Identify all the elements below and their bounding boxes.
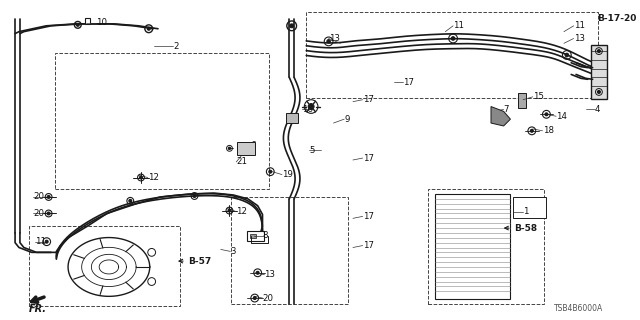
Text: 19: 19 (282, 170, 293, 179)
Bar (84, 18, 90, 24)
Text: 13: 13 (573, 34, 584, 43)
Circle shape (327, 40, 330, 43)
Text: 21: 21 (236, 157, 247, 166)
Bar (237, 141, 255, 155)
Text: 3: 3 (230, 247, 236, 256)
Circle shape (47, 212, 50, 215)
Bar (591, 45, 607, 99)
Bar (29, 226, 180, 306)
Text: 11: 11 (573, 21, 584, 30)
Text: B-58: B-58 (505, 224, 538, 233)
Bar (250, 234, 256, 238)
Text: FR.: FR. (29, 304, 47, 314)
Bar (247, 231, 264, 241)
Text: 11: 11 (35, 237, 46, 246)
Circle shape (565, 53, 568, 57)
Circle shape (47, 196, 50, 198)
Text: 6: 6 (251, 141, 257, 150)
Text: 16: 16 (302, 105, 314, 114)
Circle shape (253, 297, 256, 300)
Text: B-57: B-57 (179, 257, 212, 266)
Circle shape (147, 27, 150, 30)
Text: 15: 15 (532, 92, 544, 101)
Text: 18: 18 (543, 126, 554, 135)
Circle shape (256, 271, 259, 274)
Text: 8: 8 (262, 231, 268, 240)
Text: 5: 5 (309, 146, 315, 155)
Text: 13: 13 (264, 270, 275, 279)
Bar (513, 197, 547, 218)
Bar (56, 53, 269, 189)
Text: 13: 13 (328, 34, 340, 43)
Circle shape (228, 209, 231, 212)
Circle shape (193, 195, 196, 197)
Text: 9: 9 (344, 115, 349, 124)
Circle shape (598, 91, 600, 93)
Text: 17: 17 (363, 95, 374, 104)
Circle shape (129, 199, 132, 202)
Circle shape (228, 147, 230, 149)
Polygon shape (491, 107, 511, 126)
Bar (428, 189, 545, 304)
Text: 17: 17 (363, 154, 374, 163)
Circle shape (545, 113, 548, 116)
Circle shape (76, 23, 79, 26)
Circle shape (269, 170, 272, 173)
Circle shape (531, 129, 533, 132)
Bar (307, 12, 598, 98)
Text: 14: 14 (556, 112, 567, 121)
Text: 11: 11 (453, 21, 464, 30)
Text: 1: 1 (523, 207, 529, 216)
Text: 10: 10 (96, 19, 108, 28)
Text: 7: 7 (504, 105, 509, 114)
Text: 20: 20 (33, 192, 44, 202)
Bar (232, 197, 348, 304)
Text: 17: 17 (363, 212, 374, 221)
Text: 4: 4 (595, 105, 600, 114)
Circle shape (308, 104, 314, 109)
Circle shape (140, 176, 143, 179)
Text: B-17-20: B-17-20 (597, 13, 636, 22)
Text: 17: 17 (363, 241, 374, 250)
Text: 20: 20 (33, 209, 44, 218)
Text: 17: 17 (403, 78, 415, 87)
Circle shape (45, 240, 48, 243)
Text: TSB4B6000A: TSB4B6000A (554, 304, 604, 313)
Bar (286, 113, 298, 123)
Bar (518, 93, 526, 108)
Bar (435, 194, 511, 299)
Circle shape (451, 37, 455, 40)
Circle shape (290, 24, 294, 28)
Text: 2: 2 (173, 42, 179, 51)
Text: 12: 12 (148, 173, 159, 182)
Text: 12: 12 (236, 207, 247, 216)
Text: 20: 20 (262, 293, 273, 303)
Circle shape (598, 50, 600, 52)
